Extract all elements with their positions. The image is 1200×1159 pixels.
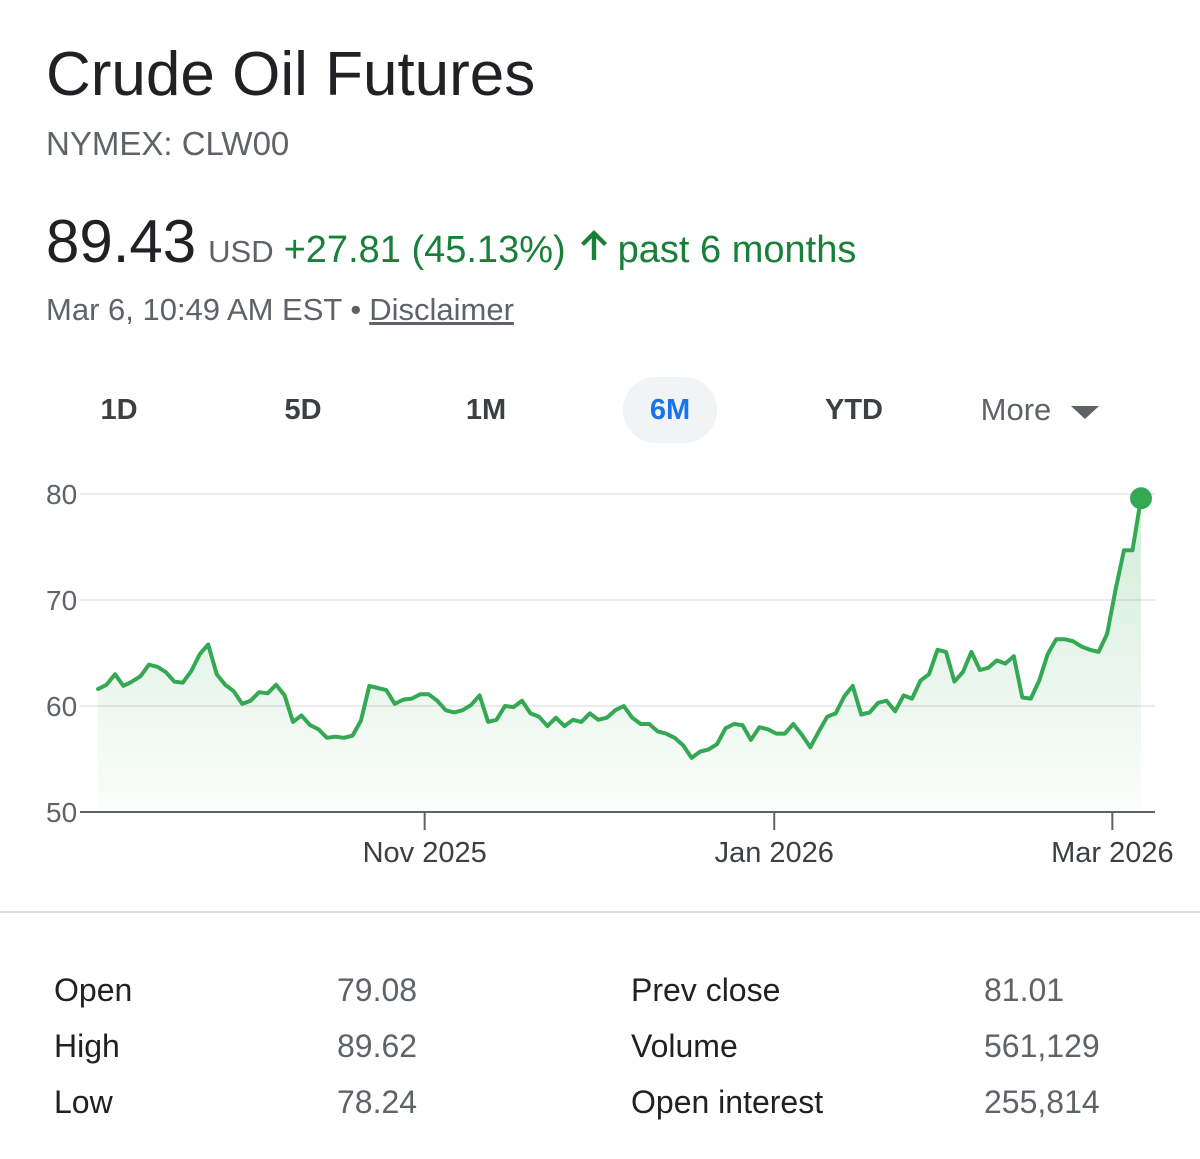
tab-ytd[interactable]: YTD <box>825 394 883 426</box>
stat-row-low: Low 78.24 Open interest 255,814 <box>0 1072 1200 1128</box>
tab-1d[interactable]: 1D <box>100 394 138 426</box>
stat-value: 561,129 <box>984 1028 1100 1064</box>
stat-value: 81.01 <box>984 972 1065 1008</box>
last-price-marker <box>1130 487 1152 510</box>
tab-1m[interactable]: 1M <box>465 394 507 426</box>
tab-6m[interactable]: 6M <box>623 377 717 443</box>
y-tick-label: 60 <box>46 691 77 722</box>
quote-meta: Mar 6, 10:49 AM EST • Disclaimer <box>46 291 514 329</box>
x-tick-label: Mar 2026 <box>1051 837 1174 869</box>
price-chart-svg: 80 70 60 50 Nov 2025 Jan 2026 Mar 2026 <box>46 479 1174 869</box>
ticker-symbol: NYMEX: CLW00 <box>46 125 290 162</box>
y-tick-label: 70 <box>46 585 77 616</box>
separator-dot: • <box>350 292 362 327</box>
stat-label: High <box>54 1028 120 1064</box>
stat-label: Open interest <box>631 1084 824 1120</box>
arrow-up-icon <box>578 228 610 262</box>
price-line <box>96 496 1143 760</box>
stat-row-high: High 89.62 Volume 561,129 <box>0 1016 1200 1072</box>
page-title: Crude Oil Futures <box>46 40 536 109</box>
stat-value: 255,814 <box>984 1084 1100 1120</box>
price-change: +27.81 (45.13%) <box>283 229 566 271</box>
quote-timestamp: Mar 6, 10:49 AM EST <box>46 292 343 327</box>
caret-down-icon <box>1071 377 1100 443</box>
y-tick-label: 80 <box>46 479 77 510</box>
stat-value: 79.08 <box>337 972 418 1008</box>
stat-value: 89.62 <box>337 1028 418 1064</box>
stat-label: Volume <box>631 1028 738 1064</box>
current-price: 89.43 <box>46 208 197 275</box>
price-row: 89.43 USD +27.81 (45.13%) past 6 months <box>46 207 856 277</box>
section-divider <box>0 911 1200 913</box>
stat-value: 78.24 <box>337 1084 418 1120</box>
tab-more[interactable]: More <box>960 377 1120 443</box>
stat-row-open: Open 79.08 Prev close 81.01 <box>0 960 1200 1016</box>
price-area-fill <box>98 498 1141 812</box>
x-tick-label: Nov 2025 <box>363 837 487 869</box>
price-chart[interactable]: 80 70 60 50 Nov 2025 Jan 2026 Mar 2026 <box>0 460 1200 880</box>
x-tick-label: Jan 2026 <box>715 837 834 869</box>
stat-label: Low <box>54 1084 113 1120</box>
range-tabs: 1D 5D 1M 6M YTD More <box>0 377 1200 443</box>
tab-5d[interactable]: 5D <box>284 394 322 426</box>
currency-label: USD <box>208 234 274 269</box>
disclaimer-link[interactable]: Disclaimer <box>369 292 514 327</box>
y-tick-label: 50 <box>46 797 77 828</box>
stat-label: Prev close <box>631 972 781 1008</box>
stat-label: Open <box>54 972 133 1008</box>
more-label: More <box>980 392 1052 427</box>
period-label: past 6 months <box>617 229 857 271</box>
